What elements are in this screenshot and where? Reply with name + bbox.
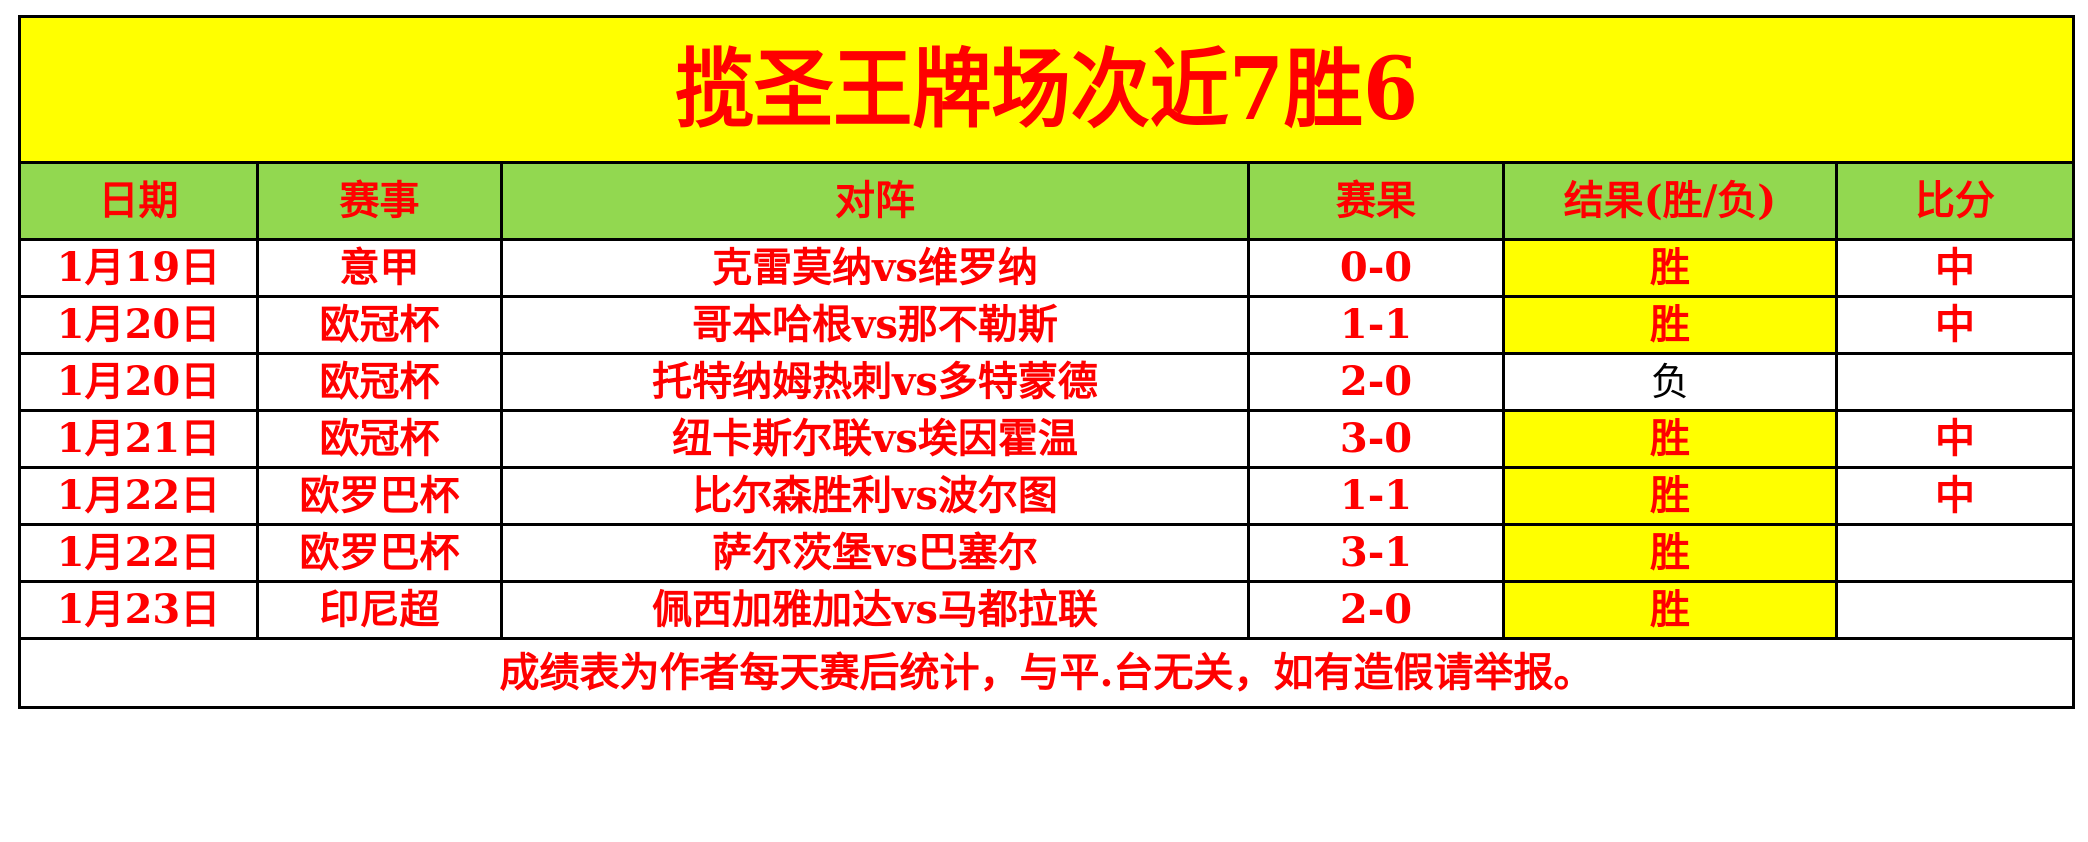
cell-league: 欧冠杯 (256, 409, 503, 469)
cell-result: 胜 (1502, 523, 1838, 583)
cell-league: 欧冠杯 (256, 295, 503, 355)
cell-score: 1-1 (1247, 466, 1505, 526)
page-title: 揽圣王牌场次近7胜6 (17, 15, 2076, 164)
table-row: 1月22日 欧罗巴杯 萨尔茨堡vs巴塞尔 3-1 胜 (18, 523, 2076, 583)
cell-date: 1月22日 (18, 466, 259, 526)
cell-score: 3-0 (1247, 409, 1505, 469)
cell-score: 3-1 (1247, 523, 1505, 583)
cell-league: 欧冠杯 (256, 352, 503, 412)
cell-result: 胜 (1502, 295, 1838, 355)
cell-match: 托特纳姆热刺vs多特蒙德 (500, 352, 1250, 412)
table-row: 1月20日 欧冠杯 哥本哈根vs那不勒斯 1-1 胜 中 (18, 295, 2076, 355)
cell-bifen (1834, 523, 2076, 583)
cell-league: 欧罗巴杯 (256, 523, 503, 583)
cell-bifen: 中 (1834, 295, 2076, 355)
cell-date: 1月20日 (18, 295, 259, 355)
cell-result: 负 (1502, 352, 1838, 412)
cell-score: 0-0 (1247, 238, 1505, 298)
cell-bifen: 中 (1834, 238, 2076, 298)
cell-bifen (1834, 352, 2076, 412)
cell-bifen (1834, 580, 2076, 640)
table-header-row: 日期 赛事 对阵 赛果 结果(胜/负) 比分 (18, 161, 2076, 241)
cell-result: 胜 (1502, 580, 1838, 640)
cell-date: 1月23日 (18, 580, 259, 640)
cell-match: 佩西加雅加达vs马都拉联 (500, 580, 1250, 640)
cell-date: 1月22日 (18, 523, 259, 583)
cell-score: 2-0 (1247, 352, 1505, 412)
cell-match: 克雷莫纳vs维罗纳 (500, 238, 1250, 298)
column-header-match: 对阵 (500, 161, 1250, 241)
cell-result: 胜 (1502, 238, 1838, 298)
table-row: 1月23日 印尼超 佩西加雅加达vs马都拉联 2-0 胜 (18, 580, 2076, 640)
title-row: 揽圣王牌场次近7胜6 (17, 15, 2076, 164)
cell-result: 胜 (1502, 466, 1838, 526)
results-table-body: 揽圣王牌场次近7胜6 日期 赛事 对阵 赛果 结果(胜/负) 比分 1月19日 … (17, 15, 2076, 709)
disclaimer-note: 成绩表为作者每天赛后统计，与平.台无关，如有造假请举报。 (17, 637, 2076, 709)
table-row: 1月22日 欧罗巴杯 比尔森胜利vs波尔图 1-1 胜 中 (18, 466, 2076, 526)
cell-bifen: 中 (1834, 466, 2076, 526)
cell-match: 比尔森胜利vs波尔图 (500, 466, 1250, 526)
cell-score: 2-0 (1247, 580, 1505, 640)
results-table-wrapper: 揽圣王牌场次近7胜6 日期 赛事 对阵 赛果 结果(胜/负) 比分 1月19日 … (17, 15, 2076, 709)
cell-match: 萨尔茨堡vs巴塞尔 (500, 523, 1250, 583)
column-header-date: 日期 (18, 161, 259, 241)
cell-result: 胜 (1502, 409, 1838, 469)
page-title-text: 揽圣王牌场次近7胜6 (674, 38, 1419, 140)
column-header-score: 赛果 (1247, 161, 1505, 241)
table-row: 1月21日 欧冠杯 纽卡斯尔联vs埃因霍温 3-0 胜 中 (18, 409, 2076, 469)
cell-league: 印尼超 (256, 580, 503, 640)
footer-note-row: 成绩表为作者每天赛后统计，与平.台无关，如有造假请举报。 (17, 637, 2076, 709)
cell-date: 1月20日 (18, 352, 259, 412)
table-row: 1月19日 意甲 克雷莫纳vs维罗纳 0-0 胜 中 (18, 238, 2076, 298)
cell-score: 1-1 (1247, 295, 1505, 355)
cell-date: 1月19日 (18, 238, 259, 298)
column-header-result: 结果(胜/负) (1502, 161, 1838, 241)
cell-bifen: 中 (1834, 409, 2076, 469)
cell-match: 纽卡斯尔联vs埃因霍温 (500, 409, 1250, 469)
column-header-bifen: 比分 (1834, 161, 2076, 241)
table-row: 1月20日 欧冠杯 托特纳姆热刺vs多特蒙德 2-0 负 (18, 352, 2076, 412)
cell-league: 意甲 (256, 238, 503, 298)
results-table: 揽圣王牌场次近7胜6 日期 赛事 对阵 赛果 结果(胜/负) 比分 1月19日 … (17, 15, 2076, 709)
cell-date: 1月21日 (18, 409, 259, 469)
column-header-league: 赛事 (256, 161, 503, 241)
cell-match: 哥本哈根vs那不勒斯 (500, 295, 1250, 355)
cell-league: 欧罗巴杯 (256, 466, 503, 526)
